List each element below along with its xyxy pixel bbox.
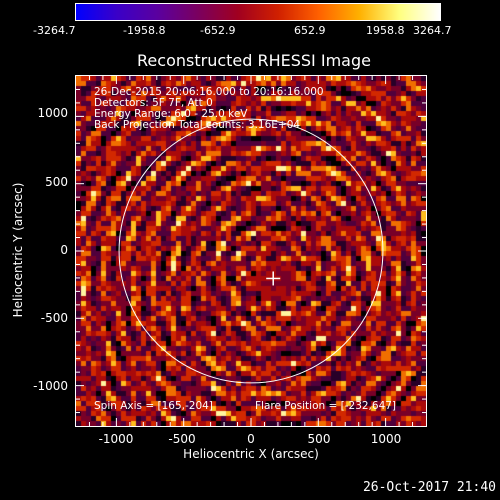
x-axis-label: Heliocentric X (arcsec)	[183, 447, 319, 461]
info-line: 26-Dec-2015 20:06:16.000 to 20:16:16.000	[94, 86, 324, 98]
rhessi-image-panel: 26-Dec-2015 20:06:16.000 to 20:16:16.000…	[75, 75, 427, 427]
colorbar-tick-label: -3264.7	[33, 24, 76, 37]
colorbar-tick-label: 1958.8	[366, 24, 405, 37]
y-tick-label: 1000	[37, 106, 68, 120]
colorbar	[75, 3, 441, 21]
image-overlay: 26-Dec-2015 20:06:16.000 to 20:16:16.000…	[75, 75, 427, 427]
y-axis-label: Heliocentric Y (arcsec)	[11, 182, 25, 318]
reconstructed-image	[76, 76, 426, 426]
colorbar-tick-label: 3264.7	[413, 24, 452, 37]
y-tick-label: -1000	[33, 379, 68, 393]
y-tick-label: 500	[45, 175, 68, 189]
colorbar-gradient	[75, 3, 441, 21]
x-tick-label: 500	[307, 432, 331, 446]
x-tick-label: 1000	[370, 432, 402, 446]
flare-position-label: Flare Position = [-232,647]	[255, 400, 396, 412]
spin-axis-label: Spin Axis = [165,-204]	[94, 400, 213, 412]
info-line: Energy Range: 6.0 - 25.0 keV	[94, 108, 248, 120]
x-tick-label: 0	[247, 432, 255, 446]
colorbar-tick-label: -652.9	[200, 24, 236, 37]
plot-frame	[75, 75, 427, 427]
colorbar-tick-label: -1958.8	[123, 24, 166, 37]
y-tick-label: 0	[60, 243, 68, 257]
colorbar-tick-label: 652.9	[294, 24, 326, 37]
y-tick-label: -500	[40, 311, 68, 325]
x-tick-label: -500	[168, 432, 196, 446]
x-tick-label: -1000	[98, 432, 134, 446]
solar-limb-circle	[118, 118, 384, 384]
timestamp: 26-Oct-2017 21:40	[362, 480, 496, 495]
info-line: Detectors: 5F 7F, Att 0	[94, 97, 213, 109]
info-line: Back Projection Total counts: 3.16E+04	[94, 119, 300, 131]
plot-title: Reconstructed RHESSI Image	[137, 51, 371, 70]
colorbar-tick-labels: -3264.7 -1958.8 -652.9 652.9 1958.8 3264…	[0, 24, 500, 40]
